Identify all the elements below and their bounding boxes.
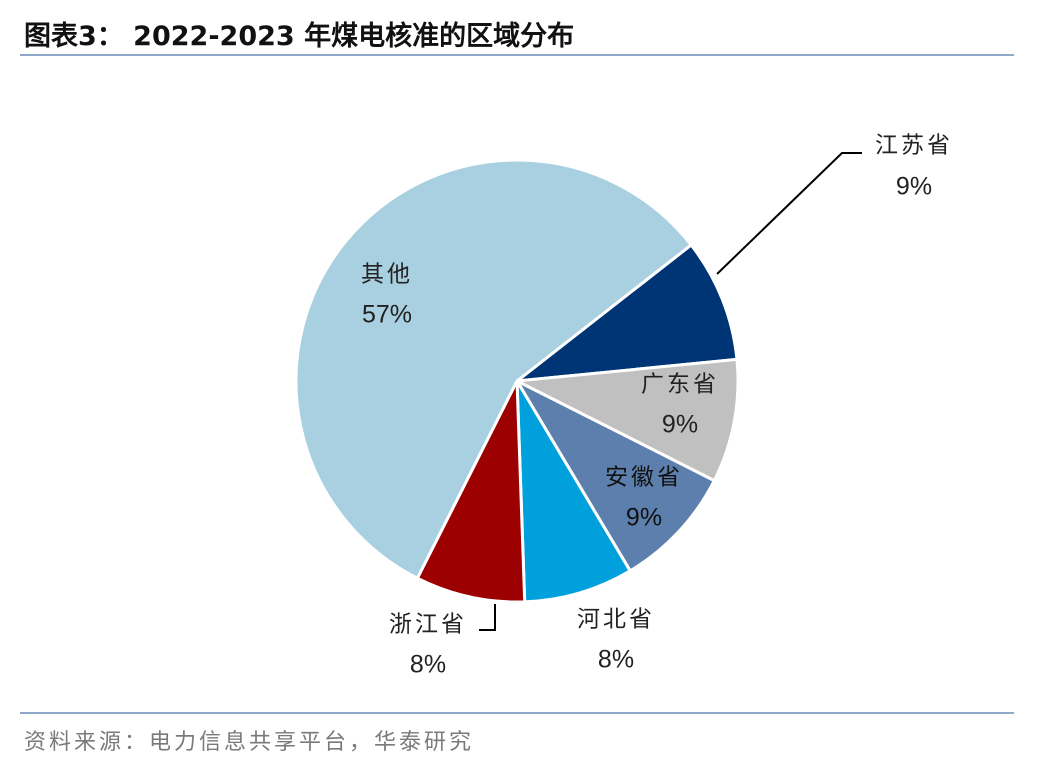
pie-slice <box>515 379 632 604</box>
pie-slice <box>415 379 527 604</box>
slice-label: 广东省 <box>641 372 719 398</box>
title-divider <box>20 54 1014 56</box>
slice-label: 其他 <box>361 262 413 288</box>
pie-slice <box>294 158 693 580</box>
slice-percent-label: 8% <box>598 646 634 674</box>
slice-label: 江苏省 <box>875 133 953 159</box>
source-note: 资料来源：电力信息共享平台，华泰研究 <box>24 730 475 755</box>
slice-percent-label: 57% <box>362 301 412 329</box>
slice-percent-label: 8% <box>410 651 446 679</box>
pie-slice <box>515 357 740 483</box>
slice-percent-label: 9% <box>662 411 698 439</box>
slice-percent-label: 9% <box>896 173 932 201</box>
footer-divider <box>20 712 1014 714</box>
slice-label: 浙江省 <box>389 612 467 638</box>
slice-percent-label: 9% <box>626 504 662 532</box>
leader-line <box>479 604 496 631</box>
slice-label: 河北省 <box>577 607 655 633</box>
leader-line <box>716 152 862 275</box>
pie-slice <box>515 243 739 383</box>
pie-slice <box>515 379 716 573</box>
slice-label: 安徽省 <box>605 465 683 491</box>
chart-title: 图表3： 2022-2023 年煤电核准的区域分布 <box>24 21 575 52</box>
